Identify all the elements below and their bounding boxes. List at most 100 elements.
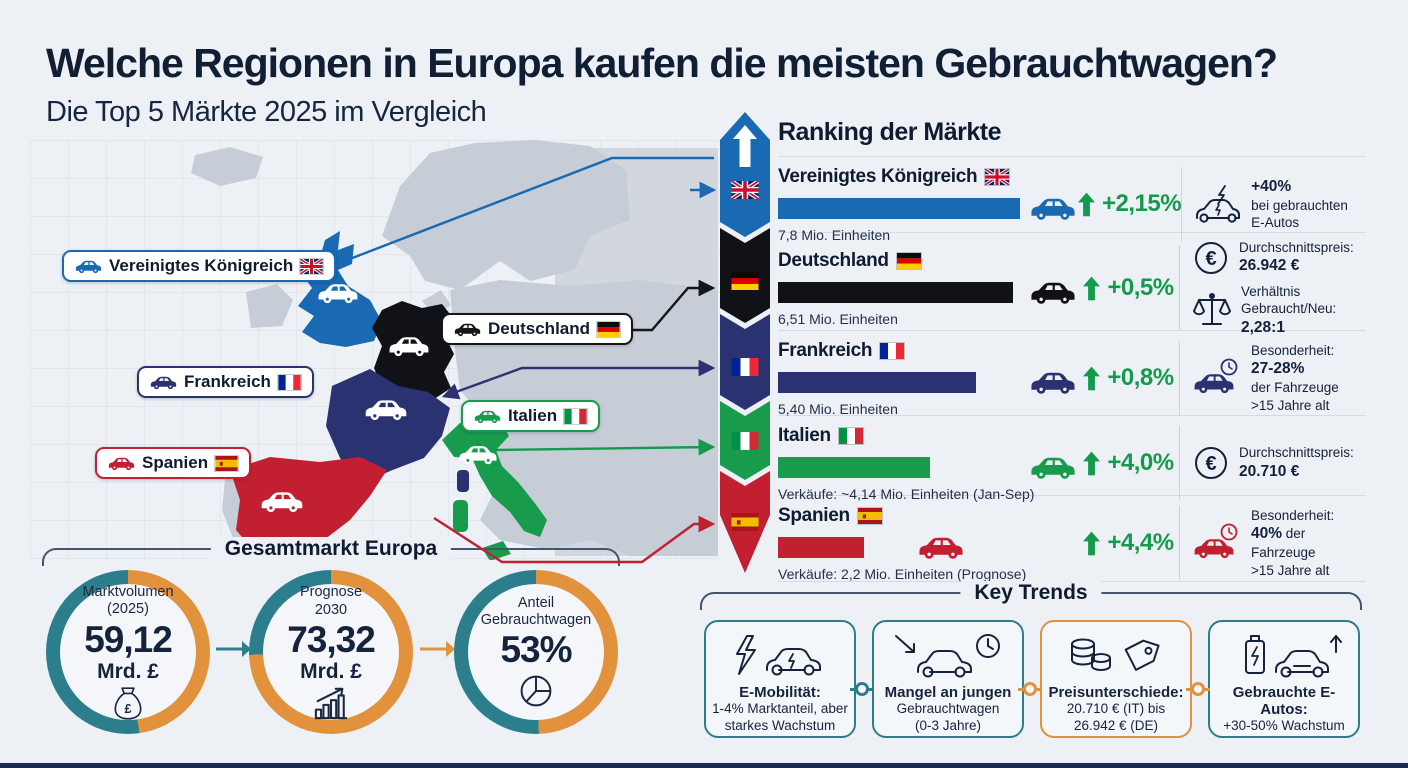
- uk-flag-icon: [300, 259, 323, 274]
- growth-value: +4,0%: [1107, 449, 1174, 476]
- divider: [1179, 245, 1180, 332]
- donut-unit: Mrd. £: [300, 659, 362, 683]
- e-mobility-icon: [736, 635, 821, 676]
- volume-bar: [778, 197, 1020, 219]
- ranking-row-spain: Spanien Verkäufe: 2,2 Mio. Einheiten (Pr…: [778, 496, 1366, 582]
- money-bag-icon: £: [114, 687, 142, 720]
- car-icon: [454, 323, 481, 336]
- growth-value: +4,4%: [1107, 529, 1174, 556]
- ranking-row-france: Frankreich 5,40 Mio. Einheiten +0,8%: [778, 331, 1366, 417]
- fact-text: Besonderheit:: [1251, 508, 1335, 524]
- france-flag-icon: [880, 343, 904, 359]
- units-label: 7,8 Mio. Einheiten: [778, 227, 891, 243]
- country-name: Deutschland: [778, 250, 889, 272]
- growth-value: +0,8%: [1107, 364, 1174, 391]
- uk-flag-icon: [985, 169, 1009, 185]
- france-shape: [326, 369, 450, 485]
- map-label-italy: Italien: [461, 400, 601, 432]
- donut-label2: Gebrauchtwagen: [480, 612, 592, 629]
- fact-text: der Fahrzeuge: [1251, 380, 1339, 396]
- fact-text: Verhältnis: [1241, 284, 1301, 300]
- divider: [1181, 167, 1183, 241]
- keytrends-section-bracket: Key Trends: [700, 581, 1362, 610]
- trend-heading: Mangel an jungen: [884, 684, 1012, 701]
- donut-label2: 2030: [314, 601, 348, 618]
- corsica-shape: [457, 470, 469, 492]
- donut-value: 53%: [500, 629, 572, 671]
- fact-average-price: € Durchschnittspreis: 20.710 €: [1193, 444, 1366, 481]
- car-icon: [75, 260, 102, 273]
- map-label-italy-text: Italien: [508, 406, 558, 425]
- used-ev-icon: [1245, 635, 1342, 678]
- fact-value: +40%: [1251, 177, 1292, 195]
- italy-flag-icon: [564, 409, 587, 424]
- donut-prognose: Prognose 2030 73,32 Mrd. £: [249, 570, 413, 734]
- euro-circle-icon: €: [1195, 241, 1227, 274]
- trend-text: starkes Wachstum: [724, 717, 836, 733]
- car-icon: [474, 410, 501, 423]
- ranking-row-germany: Deutschland 6,51 Mio. Einheiten +0,5%: [778, 233, 1366, 336]
- europe-map: [30, 140, 722, 560]
- ranking-row-uk: Vereinigtes Königreich 7,8 Mio. Einheite…: [778, 157, 1368, 243]
- growth-indicator: +0,8%: [1078, 364, 1179, 392]
- trend-heading: Gebrauchte E-Autos:: [1232, 684, 1336, 718]
- map-label-spain: Spanien: [95, 447, 252, 479]
- car-icon: [150, 376, 177, 389]
- donut-label2: (2025): [107, 601, 149, 618]
- units-label: 6,51 Mio. Einheiten: [778, 311, 898, 328]
- flow-arrow-teal: [216, 641, 251, 657]
- map-label-uk-text: Vereinigtes Königreich: [109, 256, 294, 275]
- svg-text:€: €: [1205, 453, 1216, 475]
- trend-text: 1-4% Marktanteil, aber: [712, 701, 848, 716]
- gesamtmarkt-title: Gesamtmarkt Europa: [210, 537, 452, 561]
- volume-bar: [778, 371, 977, 393]
- donut-label: Anteil: [517, 594, 555, 611]
- spain-flag-icon: [215, 456, 238, 471]
- car-icon: [1030, 196, 1076, 221]
- volume-bar: [778, 456, 931, 478]
- price-difference-icon: [1071, 638, 1160, 671]
- fact-text: >15 Jahre alt: [1251, 562, 1330, 578]
- growth-up-arrow-icon: [1083, 531, 1100, 556]
- spain-shape: [230, 457, 387, 560]
- fact-ev-growth: +40% bei gebrauchten E-Autos: [1195, 177, 1368, 231]
- trend-text: 26.942 € (DE): [1073, 717, 1159, 733]
- donut-value: 59,12: [84, 618, 173, 660]
- fact-text: Besonderheit:: [1251, 343, 1335, 359]
- map-label-france: Frankreich: [137, 366, 314, 398]
- growth-indicator: +0,5%: [1078, 274, 1179, 302]
- fact-text: bei gebrauchten: [1251, 197, 1348, 213]
- growth-indicator: +2,15%: [1078, 190, 1182, 218]
- page-title: Welche Regionen in Europa kaufen die mei…: [46, 40, 1278, 86]
- car-icon: [1030, 455, 1076, 480]
- car-icon: [108, 457, 135, 470]
- car-icon: [918, 535, 964, 560]
- map-label-germany-text: Deutschland: [488, 319, 591, 338]
- scales-icon: [1193, 293, 1231, 326]
- pie-chart-icon: [520, 675, 552, 707]
- growth-indicator: +4,0%: [1078, 449, 1179, 477]
- euro-circle-icon: €: [1195, 447, 1227, 479]
- fact-text: der Fahrzeuge: [1251, 526, 1316, 561]
- country-name: Vereinigtes Königreich: [778, 166, 978, 187]
- growth-chart-icon: [314, 687, 348, 720]
- france-flag-icon: [278, 375, 301, 390]
- map-label-uk: Vereinigtes Königreich: [62, 250, 337, 282]
- sardinia-shape: [453, 500, 468, 532]
- trend-text: +30-50% Wachstum: [1223, 718, 1345, 733]
- germany-flag-icon: [731, 272, 759, 290]
- country-name: Italien: [778, 425, 831, 446]
- trend-box-e-mobility: E-Mobilität: 1-4% Marktanteil, aber star…: [704, 620, 856, 738]
- map-label-germany: Deutschland: [441, 313, 634, 345]
- spain-flag-icon: [858, 508, 882, 524]
- fact-value: 40%: [1251, 525, 1283, 543]
- fact-vehicle-age: Besonderheit: 40% der Fahrzeuge >15 Jahr…: [1193, 507, 1366, 579]
- young-used-cars-icon: [895, 634, 1000, 678]
- page-subtitle: Die Top 5 Märkte 2025 im Vergleich: [46, 96, 487, 128]
- trend-box-price-differences: Preisunterschiede: 20.710 € (IT) bis 26.…: [1040, 620, 1192, 738]
- keytrends-title: Key Trends: [960, 581, 1102, 605]
- trend-box-used-evs: Gebrauchte E-Autos: +30-50% Wachstum: [1208, 620, 1360, 738]
- fact-used-new-ratio: Verhältnis Gebraucht/Neu: 2,28:1: [1193, 283, 1366, 337]
- flow-arrow-orange: [420, 641, 455, 657]
